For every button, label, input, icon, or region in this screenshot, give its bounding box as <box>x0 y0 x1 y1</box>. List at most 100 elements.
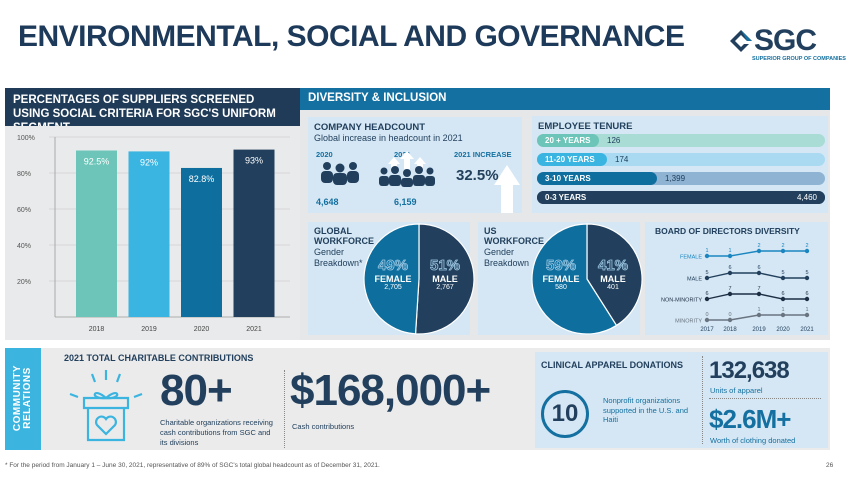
data-label: 5 <box>781 270 784 276</box>
y-tick-label: 60% <box>17 207 31 214</box>
x-tick-label: 2017 <box>700 327 714 333</box>
data-label: 2 <box>805 243 808 249</box>
data-label: 1 <box>781 307 784 313</box>
board-diversity-card: BOARD OF DIRECTORS DIVERSITY FEMALE 1 1 2 2 2… <box>645 222 828 335</box>
x-tick-label: 2021 <box>800 327 814 333</box>
x-tick-label: 2019 <box>752 327 766 333</box>
data-point <box>804 312 810 318</box>
y-tick-label: 100% <box>17 135 35 142</box>
pie-label-female: 49% FEMALE 2,705 <box>371 257 415 291</box>
series-label: NON-MINORITY <box>661 298 702 304</box>
suppliers-heading: PERCENTAGES OF SUPPLIERS SCREENED USING … <box>5 88 300 134</box>
data-label: 2 <box>781 243 784 249</box>
data-label: 6 <box>757 265 760 271</box>
orgs-value: 80+ <box>160 366 233 415</box>
bar-data-label: 93% <box>245 156 263 166</box>
y-tick-label: 20% <box>17 279 31 286</box>
tenure-row: 3-10 YEARS 1,399 <box>537 172 825 185</box>
us-sub-line1: Gender <box>484 247 515 257</box>
slice-label: FEMALE <box>374 274 412 284</box>
suppliers-chart-panel: 20% 40% 60% 80% 100% 92.5% 2018 92% 2019 82.8% 202… <box>5 126 300 340</box>
x-tick-label: 2020 <box>194 326 210 333</box>
slice-percent: 49% <box>377 257 409 275</box>
worth-value: $2.6M+ <box>709 404 791 434</box>
us-title-line1: US <box>484 226 497 236</box>
nonprofit-text: Nonprofit organizations supported in the… <box>603 396 689 424</box>
board-title: BOARD OF DIRECTORS DIVERSITY <box>655 226 800 236</box>
data-label: 5 <box>705 270 708 276</box>
series-label: FEMALE <box>680 255 702 261</box>
increase-value: 32.5% <box>456 167 499 184</box>
y-tick-label: 40% <box>17 243 31 250</box>
us-sub-line2: Breakdown <box>484 258 530 268</box>
community-tab-label: COMMUNITY RELATIONS <box>12 364 33 432</box>
data-point <box>804 275 810 281</box>
units-text: Units of apparel <box>710 386 763 395</box>
cash-value: $168,000+ <box>290 366 491 415</box>
global-title-line1: GLOBAL <box>314 226 352 236</box>
data-label: 0 <box>705 312 708 318</box>
headcount-2021-value: 6,159 <box>394 197 417 207</box>
data-point <box>804 248 810 254</box>
orgs-text: Charitable organizations receiving cash … <box>160 418 273 447</box>
headcount-2020-value: 4,648 <box>316 197 339 207</box>
tenure-value: 174 <box>615 155 629 164</box>
data-point <box>780 296 786 302</box>
slice-count: 580 <box>555 284 567 291</box>
pie-label-male: 51% MALE 2,767 <box>423 257 467 291</box>
divider <box>702 356 703 444</box>
charitable-heading: 2021 TOTAL CHARITABLE CONTRIBUTIONS <box>64 353 254 363</box>
data-label: 6 <box>781 291 784 297</box>
bar <box>76 150 117 317</box>
us-title-line2: WORKFORCE <box>484 236 544 246</box>
data-point <box>756 312 762 318</box>
slice-label: MALE <box>432 274 458 284</box>
data-point <box>704 317 710 323</box>
bar <box>181 167 222 317</box>
data-label: 6 <box>805 291 808 297</box>
cash-text: Cash contributions <box>292 422 355 431</box>
tenure-title: EMPLOYEE TENURE <box>538 121 633 132</box>
us-title: US WORKFORCE <box>484 226 544 246</box>
people-group-growth-icon <box>379 151 435 187</box>
global-sub-line1: Gender <box>314 247 345 257</box>
data-label: 1 <box>805 307 808 313</box>
data-label: 1 <box>705 248 708 254</box>
up-arrow-icon <box>494 165 520 213</box>
data-point <box>704 296 710 302</box>
footnote: * For the period from January 1 – June 3… <box>5 462 380 469</box>
tenure-value: 1,399 <box>665 174 686 183</box>
logo-subtitle: SUPERIOR GROUP OF COMPANIES <box>752 56 846 62</box>
data-point <box>804 296 810 302</box>
data-label: 6 <box>728 265 731 271</box>
slice-percent: 59% <box>545 257 577 275</box>
global-title: GLOBAL WORKFORCE <box>314 226 374 246</box>
tenure-row: 11-20 YEARS 174 <box>537 153 825 166</box>
diversity-heading: DIVERSITY & INCLUSION <box>300 88 830 110</box>
people-group-icon <box>321 162 359 185</box>
global-title-line2: WORKFORCE <box>314 236 374 246</box>
data-point <box>756 291 762 297</box>
year-2020-label: 2020 <box>316 150 333 159</box>
x-tick-label: 2018 <box>89 326 105 333</box>
divider <box>284 370 285 448</box>
x-tick-label: 2020 <box>776 327 790 333</box>
divider <box>709 398 821 399</box>
tenure-row: 0-3 YEARS 4,460 <box>537 191 825 204</box>
data-label: 6 <box>705 291 708 297</box>
bar-data-label: 82.8% <box>189 174 215 184</box>
worth-text: Worth of clothing donated <box>710 436 796 445</box>
slice-percent: 51% <box>429 257 461 275</box>
y-tick-label: 80% <box>17 171 31 178</box>
headcount-title: COMPANY HEADCOUNT <box>314 122 426 133</box>
series-label: MALE <box>687 277 702 283</box>
x-tick-label: 2019 <box>141 326 157 333</box>
tenure-track <box>537 134 825 147</box>
bar-data-label: 92.5% <box>84 157 110 167</box>
data-label: 7 <box>728 286 731 292</box>
global-subtitle: Gender Breakdown* <box>314 247 363 269</box>
global-gender-pie: 49% FEMALE 2,705 51% MALE 2,767 <box>363 223 475 335</box>
series-label: MINORITY <box>675 319 702 325</box>
headcount-card: COMPANY HEADCOUNT Global increase in hea… <box>308 117 522 213</box>
